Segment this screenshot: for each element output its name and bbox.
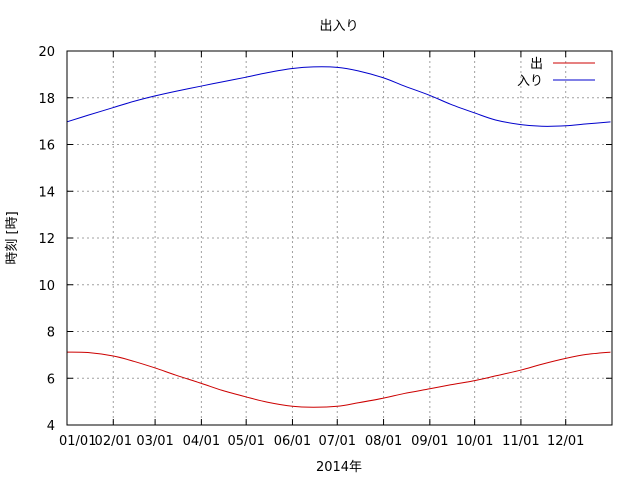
y-tick-label: 8 xyxy=(47,326,55,341)
series-line-2 xyxy=(66,66,611,127)
y-tick-label: 6 xyxy=(47,372,55,387)
legend-label: 入り xyxy=(517,74,543,89)
x-tick-label: 06/01 xyxy=(274,434,311,449)
axis-ticks xyxy=(66,50,612,426)
y-axis-label: 時刻 [時] xyxy=(5,211,20,264)
x-tick-label: 08/01 xyxy=(365,434,402,449)
x-tick-label: 12/01 xyxy=(547,434,584,449)
y-tick-label: 16 xyxy=(38,139,55,154)
legend-label: 出 xyxy=(530,57,543,72)
x-tick-label: 03/01 xyxy=(136,434,173,449)
legend: 出入り xyxy=(517,57,595,89)
y-tick-label: 10 xyxy=(38,279,55,294)
x-tick-label: 05/01 xyxy=(227,434,264,449)
y-tick-labels: 4 6 8 10 12 14 16 18 20 xyxy=(38,45,55,434)
chart-title: 出入り xyxy=(319,19,358,34)
grid-lines xyxy=(67,51,612,425)
y-tick-label: 18 xyxy=(38,92,55,107)
series-lines xyxy=(66,66,611,408)
y-tick-label: 4 xyxy=(47,419,55,434)
x-tick-label: 09/01 xyxy=(411,434,448,449)
x-tick-label: 04/01 xyxy=(183,434,220,449)
y-tick-label: 20 xyxy=(38,45,55,60)
y-tick-label: 14 xyxy=(38,185,55,200)
x-tick-label: 10/01 xyxy=(456,434,493,449)
y-tick-label: 12 xyxy=(38,232,55,247)
x-tick-label: 07/01 xyxy=(319,434,356,449)
series-line-1 xyxy=(66,351,611,408)
x-tick-label: 02/01 xyxy=(95,434,132,449)
x-tick-label: 01/01 xyxy=(59,434,96,449)
x-axis-label: 2014年 xyxy=(316,460,362,475)
x-tick-label: 11/01 xyxy=(502,434,539,449)
